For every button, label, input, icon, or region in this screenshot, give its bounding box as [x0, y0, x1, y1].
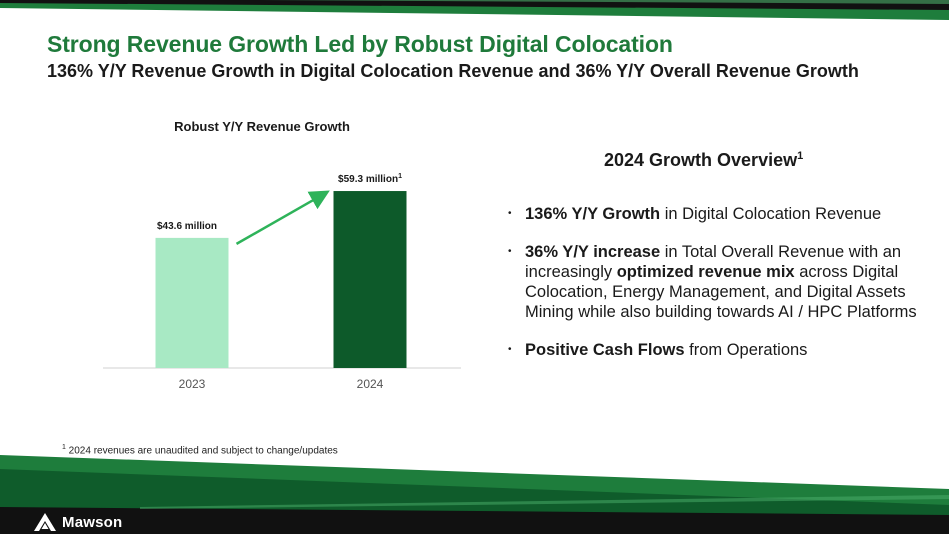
- chart-title: Robust Y/Y Revenue Growth: [174, 119, 350, 134]
- slide-subtitle: 136% Y/Y Revenue Growth in Digital Coloc…: [47, 61, 859, 81]
- bullet-text: across Digital Colocation, Energy Manage…: [525, 263, 917, 321]
- overview-title-text: 2024 Growth Overview: [604, 150, 798, 170]
- bullet-bold: Positive Cash Flows: [525, 341, 685, 359]
- bar-2023: [155, 237, 229, 368]
- footnote: 1 2024 revenues are unaudited and subjec…: [62, 444, 338, 456]
- bullet-item: • Positive Cash Flows from Operations: [508, 340, 928, 360]
- bars-group: $43.6 million 2023 $59.3 million1 2024: [155, 173, 407, 391]
- overview-title: 2024 Growth Overview1: [604, 150, 803, 171]
- bottom-decorative-band: [0, 455, 949, 534]
- mawson-logo: Mawson: [34, 512, 122, 532]
- mawson-logo-text: Mawson: [62, 513, 123, 531]
- bullet-bold: optimized revenue mix: [616, 263, 795, 281]
- bullet-text: in Digital Colocation Revenue: [660, 205, 882, 223]
- mawson-logo-mark-icon: [34, 513, 56, 531]
- bullet-dot: •: [508, 246, 512, 257]
- bullet-bold: 136% Y/Y Growth: [525, 205, 661, 223]
- x-tick-label-2024: 2024: [357, 377, 384, 391]
- footnote-text: 2024 revenues are unaudited and subject …: [65, 445, 338, 457]
- overview-title-sup: 1: [797, 150, 804, 162]
- growth-arrow: [235, 190, 330, 245]
- bullet-text: in Total Overall Revenue with an increas…: [525, 243, 902, 281]
- revenue-bar-chart: Robust Y/Y Revenue Growth $43.6 million 2…: [103, 119, 461, 391]
- bar-2024: [333, 191, 407, 368]
- bullet-item: • 136% Y/Y Growth in Digital Colocation R…: [508, 204, 928, 224]
- footnote-mark: 1: [62, 444, 66, 451]
- bullet-dot: •: [508, 344, 512, 355]
- bullet-bold: 36% Y/Y increase: [525, 243, 661, 261]
- bullet-text: from Operations: [684, 341, 808, 359]
- slide-title: Strong Revenue Growth Led by Robust Digi…: [47, 31, 673, 57]
- data-label-2024: $59.3 million1: [338, 173, 402, 185]
- data-label-2023: $43.6 million: [157, 221, 217, 232]
- bullet-dot: •: [508, 208, 512, 219]
- bullet-item: • 36% Y/Y increase in Total Overall Reven…: [508, 242, 928, 322]
- top-decorative-band: [0, 0, 949, 20]
- x-tick-label-2023: 2023: [179, 377, 206, 391]
- overview-bullets: • 136% Y/Y Growth in Digital Colocation R…: [508, 204, 928, 378]
